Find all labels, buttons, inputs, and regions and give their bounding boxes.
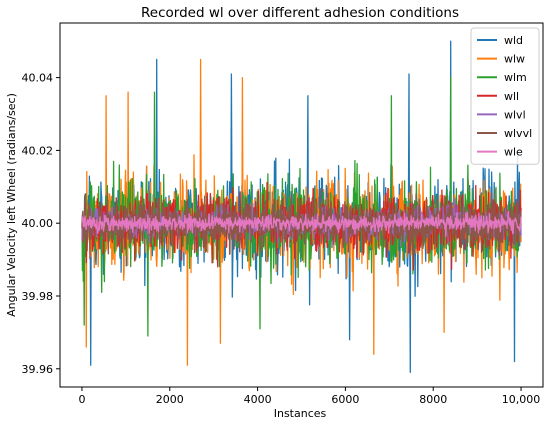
x-tick-label: 8000 bbox=[419, 393, 447, 406]
legend-label-wle: wle bbox=[504, 146, 523, 159]
legend-label-wld: wld bbox=[504, 34, 523, 47]
x-tick-label: 6000 bbox=[331, 393, 359, 406]
legend-label-wlw: wlw bbox=[504, 53, 525, 66]
series-line-wle bbox=[81, 210, 522, 237]
y-tick-label: 39.96 bbox=[22, 363, 54, 376]
y-axis-label: Angular Velocity left Wheel (radians/sec… bbox=[5, 93, 18, 317]
y-tick-label: 40.04 bbox=[22, 72, 54, 85]
legend-label-wlvl: wlvl bbox=[504, 108, 526, 121]
x-tick-label: 4000 bbox=[244, 393, 272, 406]
legend-label-wll: wll bbox=[504, 90, 519, 103]
y-tick-label: 40.02 bbox=[22, 144, 54, 157]
series-layer bbox=[81, 40, 522, 374]
x-tick-label: 2000 bbox=[156, 393, 184, 406]
x-tick-label: 10,000 bbox=[502, 393, 541, 406]
legend-box bbox=[470, 27, 540, 165]
plot-frame bbox=[59, 22, 544, 388]
legend-label-wlm: wlm bbox=[504, 71, 527, 84]
chart-title: Recorded wl over different adhesion cond… bbox=[141, 5, 459, 21]
legend: wld wlw wlm wll wlvl wlvvl wle bbox=[470, 27, 540, 165]
x-tick-label: 0 bbox=[78, 393, 85, 406]
y-tick-label: 40.00 bbox=[22, 217, 54, 230]
x-axis-label: Instances bbox=[274, 407, 327, 420]
y-axis: 39.96 39.98 40.00 40.02 40.04 bbox=[22, 72, 60, 376]
y-tick-label: 39.98 bbox=[22, 290, 54, 303]
x-axis: 0 2000 4000 6000 8000 10,000 bbox=[78, 387, 540, 406]
legend-label-wlvvl: wlvvl bbox=[504, 127, 532, 140]
